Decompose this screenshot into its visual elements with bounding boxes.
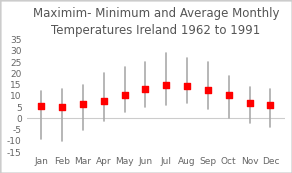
Point [247,101,252,104]
Point [122,93,127,96]
Point [101,100,106,103]
Point [39,105,44,107]
Point [60,106,64,108]
Point [206,89,210,92]
Point [143,88,148,90]
Point [81,102,85,105]
Title: Maximim- Minimum and Average Monthly
Temperatures Ireland 1962 to 1991: Maximim- Minimum and Average Monthly Tem… [32,7,279,37]
Point [185,84,190,87]
Point [268,103,273,106]
Point [164,83,168,86]
Point [226,93,231,96]
